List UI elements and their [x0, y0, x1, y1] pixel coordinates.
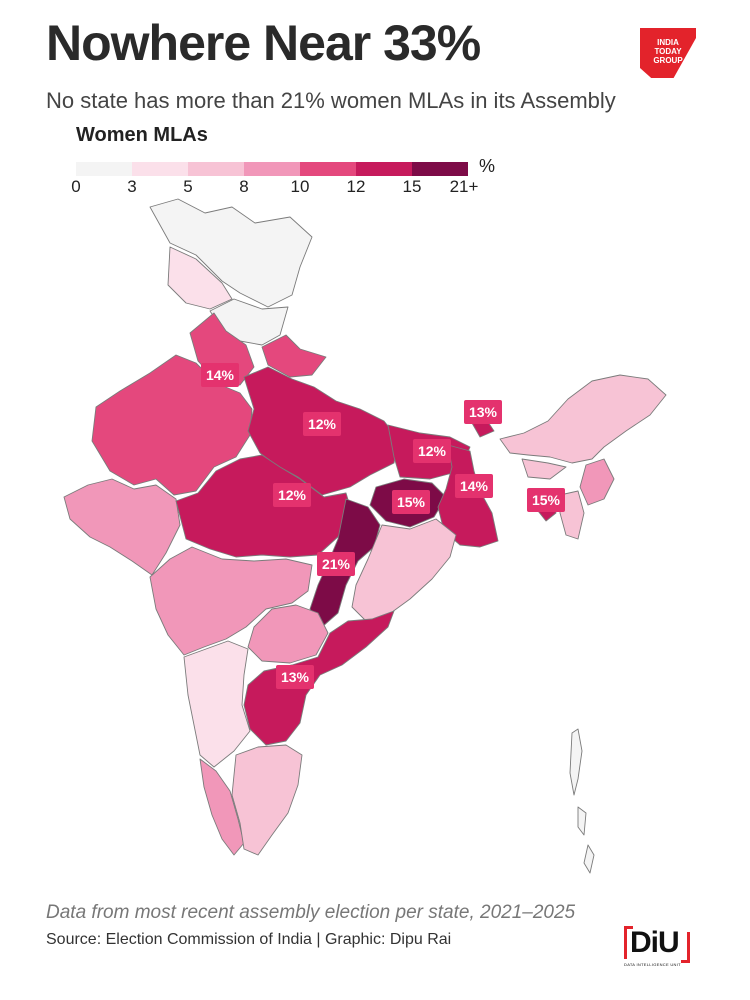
region-maharashtra [149, 546, 313, 656]
legend: % 0 3 5 8 10 12 15 21+ [71, 156, 496, 200]
legend-swatch [188, 162, 244, 176]
chart-title: Nowhere Near 33% [46, 15, 481, 71]
chart-subtitle: No state has more than 21% women MLAs in… [46, 88, 616, 113]
region-tamil-nadu [231, 744, 303, 856]
diu-bracket-right [681, 932, 690, 963]
india-today-group-logo: INDIA TODAY GROUP [640, 28, 696, 78]
region-telangana [247, 604, 329, 664]
value-label-text: 12% [278, 487, 307, 503]
legend-swatch [76, 162, 132, 176]
diu-bracket-left [624, 926, 633, 959]
legend-tick-label: 0 [71, 177, 81, 196]
value-label: 12% [273, 483, 311, 507]
value-label-text: 13% [281, 669, 310, 685]
region-mizoram [559, 490, 585, 540]
value-label: 13% [464, 400, 502, 424]
region-goa-karnataka [183, 640, 251, 768]
legend-tick-label: 10 [290, 177, 310, 196]
footer-source: Source: Election Commission of India | G… [46, 931, 452, 948]
value-label: 12% [413, 439, 451, 463]
region-meghalaya [521, 458, 567, 480]
region-assam-north-east [499, 374, 667, 464]
value-label: 15% [392, 490, 430, 514]
value-label-text: 14% [206, 367, 235, 383]
region-kerala [199, 758, 245, 856]
legend-swatch [412, 162, 468, 176]
value-label-text: 12% [418, 443, 447, 459]
legend-unit: % [479, 156, 496, 176]
region-uttarakhand [261, 334, 327, 378]
legend-swatch [356, 162, 412, 176]
legend-tick-label: 15 [402, 177, 422, 196]
legend-swatch [300, 162, 356, 176]
legend-tick-label: 12 [346, 177, 366, 196]
value-label: 21% [317, 552, 355, 576]
region-gujarat [63, 478, 181, 576]
value-label-text: 14% [460, 478, 489, 494]
india-map: 14% 12% 12% 12% 13% 14% 15% 15% 21% 13% [63, 198, 667, 874]
diu-logo-text: DiU [630, 926, 680, 959]
value-label: 13% [276, 665, 314, 689]
legend-color-bar [76, 162, 468, 176]
legend-swatch [244, 162, 300, 176]
value-label-text: 21% [322, 556, 351, 572]
region-jammu-kashmir [149, 198, 313, 308]
value-label-text: 15% [397, 494, 426, 510]
region-andhra-pradesh [243, 610, 395, 746]
region-rajasthan [91, 354, 253, 496]
value-label: 12% [303, 412, 341, 436]
legend-tick-label: 21+ [449, 177, 479, 196]
state-regions [63, 198, 667, 874]
diu-logo-subtitle: DATA INTELLIGENCE UNIT [624, 962, 681, 967]
legend-swatch [132, 162, 188, 176]
region-ladakh [167, 246, 233, 310]
region-odisha [351, 518, 457, 622]
legend-tick-label: 5 [183, 177, 193, 196]
legend-title: Women MLAs [76, 124, 208, 146]
region-andaman-nicobar [569, 728, 595, 874]
logo-text: INDIA TODAY GROUP [653, 38, 683, 65]
value-label: 14% [455, 474, 493, 498]
diu-logo: DiU DATA INTELLIGENCE UNIT [624, 926, 690, 970]
value-labels: 14% 12% 12% 12% 13% 14% 15% 15% 21% 13% [201, 363, 565, 689]
footer-note: Data from most recent assembly election … [46, 902, 576, 923]
value-label: 15% [527, 488, 565, 512]
legend-tick-label: 3 [127, 177, 137, 196]
value-label-text: 13% [469, 404, 498, 420]
legend-tick-label: 8 [239, 177, 249, 196]
value-label-text: 12% [308, 416, 337, 432]
region-nagaland-manipur [579, 458, 615, 506]
value-label-text: 15% [532, 492, 561, 508]
value-label: 14% [201, 363, 239, 387]
